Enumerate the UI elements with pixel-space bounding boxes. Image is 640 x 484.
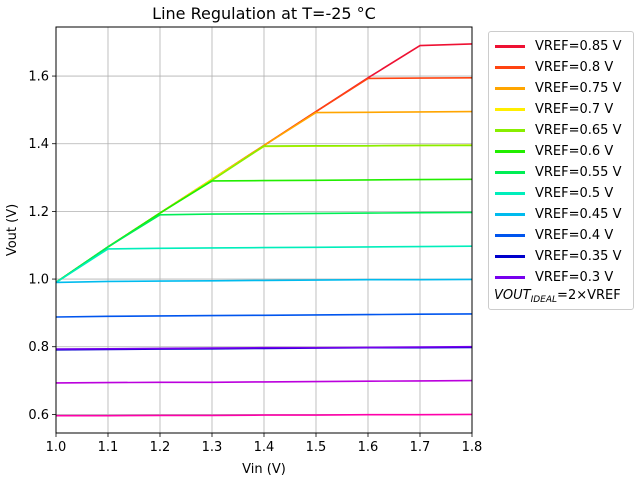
x-tick-label: 1.4 <box>254 440 275 455</box>
legend-ideal-formula: VOUTIDEAL=2×VREF <box>494 288 621 305</box>
y-tick-label: 0.6 <box>28 408 49 423</box>
series-line-7 <box>55 245 473 284</box>
legend-entry: VREF=0.6 V <box>495 141 613 161</box>
series-line-8 <box>55 278 473 284</box>
legend-label: VREF=0.75 V <box>535 80 622 96</box>
legend-label: VREF=0.5 V <box>535 185 614 201</box>
series-line-13 <box>56 413 473 417</box>
legend-swatch <box>495 65 525 69</box>
legend-entry: VREF=0.8 V <box>495 57 613 77</box>
y-axis-label: Vout (V) <box>5 204 20 256</box>
x-tick-label: 1.8 <box>462 440 483 455</box>
grid-lines <box>55 27 473 433</box>
series-line-12 <box>55 379 473 384</box>
x-tick-label: 1.7 <box>410 440 431 455</box>
legend-swatch <box>495 128 525 132</box>
y-tick-label: 1.4 <box>28 137 49 152</box>
x-tick-label: 1.2 <box>150 440 171 455</box>
legend: VOUTIDEAL=2×VREF VREF=0.85 V VREF=0.8 V VR… <box>488 31 634 310</box>
legend-entry: VREF=0.45 V <box>495 204 621 224</box>
legend-entry: VREF=0.3 V <box>495 267 613 287</box>
legend-entry: VREF=0.4 V <box>495 225 613 245</box>
legend-label: VREF=0.35 V <box>535 248 622 264</box>
legend-formula-rest: =2×VREF <box>557 288 621 303</box>
legend-swatch <box>495 233 525 237</box>
x-tick-label: 1.0 <box>46 440 67 455</box>
legend-entry: VREF=0.75 V <box>495 78 621 98</box>
legend-swatch <box>495 212 525 216</box>
legend-label: VREF=0.45 V <box>535 206 622 222</box>
legend-label: VREF=0.8 V <box>535 59 614 75</box>
x-tick-label: 1.6 <box>358 440 379 455</box>
legend-entry: VREF=0.35 V <box>495 246 621 266</box>
legend-label: VREF=0.3 V <box>535 269 614 285</box>
legend-swatch <box>495 86 525 90</box>
legend-swatch <box>495 275 525 279</box>
legend-label: VREF=0.6 V <box>535 143 614 159</box>
x-tick-label: 1.5 <box>306 440 327 455</box>
legend-swatch <box>495 149 525 153</box>
series-line-9 <box>55 313 473 318</box>
y-tick-label: 1.0 <box>28 273 49 288</box>
series-lines <box>55 43 473 417</box>
y-tick-label: 1.6 <box>28 70 49 85</box>
legend-entry: VREF=0.55 V <box>495 162 621 182</box>
legend-swatch <box>495 191 525 195</box>
legend-entry: VREF=0.65 V <box>495 120 621 140</box>
legend-entry: VREF=0.85 V <box>495 36 621 56</box>
y-tick-label: 1.2 <box>28 205 49 220</box>
legend-swatch <box>495 254 525 258</box>
legend-entry: VREF=0.7 V <box>495 99 613 119</box>
series-line-6 <box>55 211 473 284</box>
x-axis-label: Vin (V) <box>242 462 286 477</box>
y-axis-ticks: 0.6 0.8 1.0 1.2 1.4 1.6 <box>28 70 56 423</box>
legend-formula-subscript: IDEAL <box>530 295 558 305</box>
legend-swatch <box>495 107 525 111</box>
x-tick-label: 1.1 <box>98 440 119 455</box>
x-axis-ticks: 1.0 1.1 1.2 1.3 1.4 1.5 1.6 1.7 1.8 <box>46 433 483 455</box>
legend-label: VREF=0.65 V <box>535 122 622 138</box>
chart-title: Line Regulation at T=-25 °C <box>152 4 376 23</box>
legend-formula-main: VOUT <box>494 288 531 303</box>
legend-swatch <box>495 170 525 174</box>
y-tick-label: 0.8 <box>28 340 49 355</box>
legend-entry: VREF=0.5 V <box>495 183 613 203</box>
legend-label: VREF=0.55 V <box>535 164 622 180</box>
series-line-11 <box>55 345 473 350</box>
legend-label: VREF=0.7 V <box>535 101 614 117</box>
legend-label: VREF=0.85 V <box>535 38 622 54</box>
legend-swatch <box>495 44 525 48</box>
x-tick-label: 1.3 <box>202 440 223 455</box>
legend-label: VREF=0.4 V <box>535 227 614 243</box>
